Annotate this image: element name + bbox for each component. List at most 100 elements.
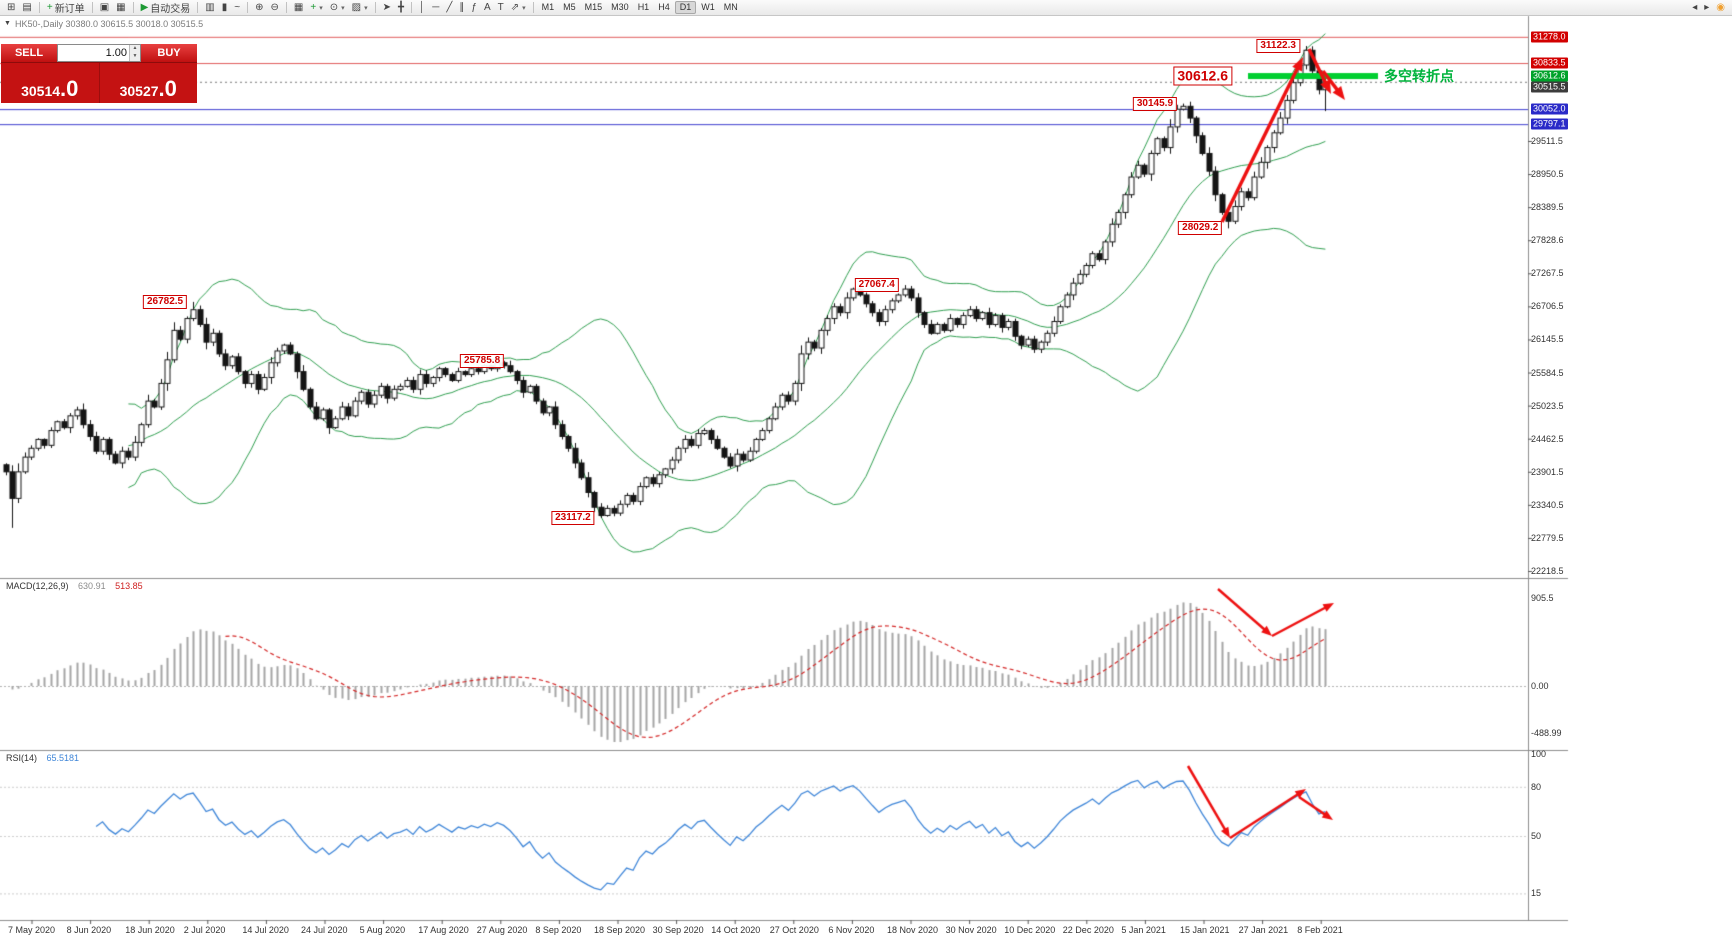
- community-icon[interactable]: ◉: [1713, 1, 1728, 15]
- timeframe-mn[interactable]: MN: [723, 2, 738, 12]
- one-click-collapse-arrow[interactable]: ▼: [4, 20, 11, 27]
- candles-chart-icon[interactable]: ▮: [219, 1, 231, 15]
- volume-increase-button[interactable]: ▲: [130, 45, 140, 53]
- window-cascade-icon[interactable]: ▣: [97, 1, 112, 15]
- price-axis-label: 27828.6: [1531, 235, 1564, 246]
- timeframe-m15[interactable]: M15: [584, 2, 603, 12]
- chart-canvas[interactable]: [0, 0, 1572, 940]
- text-icon[interactable]: A: [481, 1, 494, 15]
- volume-value[interactable]: 1.00: [105, 47, 127, 59]
- rsi-name: RSI(14): [6, 753, 38, 763]
- sell-price-button[interactable]: 30514 .0: [1, 63, 99, 103]
- price-annotation[interactable]: 23117.2: [551, 511, 595, 525]
- timeframe-w1[interactable]: W1: [701, 2, 715, 12]
- add-indicator-icon[interactable]: + ▾: [307, 1, 325, 15]
- vertical-line-icon[interactable]: │: [416, 1, 428, 15]
- timeframe-h4[interactable]: H4: [658, 2, 670, 12]
- template-icon[interactable]: ▨ ▾: [349, 1, 371, 15]
- price-annotation[interactable]: 27067.4: [854, 278, 899, 293]
- date-label: 14 Jul 2020: [242, 925, 289, 935]
- date-label: 2 Jul 2020: [183, 925, 226, 935]
- rsi-value: 65.5181: [46, 753, 80, 763]
- period-icon-glyph: ⊙: [329, 1, 339, 13]
- price-axis-label: 27267.5: [1531, 268, 1564, 279]
- macd-value-signal: 513.85: [115, 581, 143, 591]
- price-annotation[interactable]: 28029.2: [1178, 221, 1223, 236]
- crosshair-icon-glyph: ╋: [397, 1, 404, 13]
- period-icon[interactable]: ⊙ ▾: [327, 1, 348, 15]
- zoom-out-icon[interactable]: ⊖: [268, 1, 282, 15]
- toolbar-separator: [411, 2, 412, 13]
- date-label: 17 Aug 2020: [418, 925, 469, 935]
- zoom-in-icon[interactable]: ⊕: [252, 1, 266, 15]
- date-label: 18 Jun 2020: [125, 925, 175, 935]
- channel-icon[interactable]: ∥: [456, 1, 467, 15]
- chart-title: HK50-,Daily 30380.0 30615.5 30018.0 3051…: [15, 19, 204, 29]
- toolbar-separator: [532, 2, 534, 13]
- date-label: 30 Sep 2020: [652, 925, 704, 935]
- date-label: 18 Sep 2020: [594, 925, 646, 935]
- toolbar: ⊞ ▤ + 新订单 ▣ ▦ ▶ 自动交易 ▥ ▮ ~ ⊕ ⊖ ▦ + ▾ ⊙ ▾ ▨ ▾ ➤ ╋ │ ─ ╱ ∥ ƒ A T ⇗ ▾ M1 M5…: [0, 0, 1732, 16]
- chart-profiles-icon[interactable]: ▤: [19, 1, 34, 15]
- line-chart-icon[interactable]: ~: [231, 1, 243, 15]
- price-annotation[interactable]: 31122.3: [1256, 39, 1300, 53]
- timeframe-m1[interactable]: M1: [541, 2, 555, 12]
- zoom-out-icon-glyph: ⊖: [270, 1, 279, 13]
- price-axis-label: 25584.5: [1531, 367, 1564, 378]
- new-chart-icon[interactable]: ⊞: [4, 1, 18, 15]
- cursor-icon-glyph: ➤: [382, 1, 391, 13]
- fibonacci-icon[interactable]: ƒ: [468, 1, 480, 15]
- timeframe-m5[interactable]: M5: [563, 2, 576, 12]
- toolbar-separator: [197, 2, 199, 13]
- new-order-button[interactable]: + 新订单: [44, 1, 88, 16]
- price-axis-label: 25023.5: [1531, 400, 1564, 411]
- date-label: 30 Nov 2020: [945, 925, 997, 935]
- crosshair-icon[interactable]: ╋: [395, 1, 407, 15]
- buy-button[interactable]: BUY: [141, 44, 197, 62]
- date-label: 8 Feb 2021: [1297, 925, 1343, 935]
- pivot-note-text: 多空转折点: [1384, 68, 1454, 85]
- trendline-icon[interactable]: ╱: [443, 1, 455, 15]
- price-annotation[interactable]: 26782.5: [142, 294, 188, 309]
- volume-decrease-button[interactable]: ▼: [130, 53, 140, 61]
- price-axis-label: 28389.5: [1531, 202, 1564, 213]
- sell-button[interactable]: SELL: [1, 44, 57, 62]
- horizontal-line-icon[interactable]: ─: [429, 1, 442, 15]
- label-icon[interactable]: T: [495, 1, 507, 15]
- new-order-button-glyph: +: [46, 1, 53, 13]
- autotrading-button[interactable]: ▶ 自动交易: [138, 1, 194, 16]
- price-annotation[interactable]: 30145.9: [1132, 96, 1178, 111]
- auto-scroll-icon[interactable]: ▸: [1701, 1, 1712, 15]
- trendline-icon-glyph: ╱: [446, 1, 453, 13]
- chart-shift-icon[interactable]: ◂: [1689, 1, 1700, 15]
- buy-price: 30527: [119, 83, 159, 99]
- date-label: 5 Aug 2020: [359, 925, 406, 935]
- pivot-price-annotation[interactable]: 30612.6: [1173, 66, 1232, 86]
- window-tile-icon[interactable]: ▦: [113, 1, 128, 15]
- new-chart-icon-glyph: ⊞: [7, 1, 16, 13]
- dropdown-arrow-icon: ▾: [522, 4, 526, 12]
- price-annotation[interactable]: 25785.8: [460, 353, 505, 368]
- price-axis-label: 28950.5: [1531, 169, 1564, 180]
- timeframe-h1[interactable]: H1: [637, 2, 650, 12]
- timeframe-d1[interactable]: D1: [674, 1, 697, 14]
- fibonacci-icon-glyph: ƒ: [471, 1, 477, 13]
- buy-price-button[interactable]: 30527 .0: [98, 63, 198, 103]
- autotrading-button-glyph: ▶: [140, 1, 149, 13]
- price-level-label: 29797.1: [1531, 118, 1568, 130]
- price-axis-label: 23901.5: [1531, 466, 1564, 477]
- date-label: 22 Dec 2020: [1062, 925, 1114, 935]
- tile-windows-icon[interactable]: ▦: [291, 1, 306, 15]
- text-icon-glyph: A: [483, 1, 491, 13]
- arrows-icon[interactable]: ⇗ ▾: [508, 1, 529, 15]
- price-axis-label: 24462.5: [1531, 433, 1564, 444]
- pivot-level-label: 30612.6: [1531, 70, 1568, 82]
- bars-chart-icon[interactable]: ▥: [202, 1, 217, 15]
- cursor-icon[interactable]: ➤: [380, 1, 394, 15]
- timeframe-m30[interactable]: M30: [611, 2, 629, 12]
- buy-price-pips: .0: [158, 76, 177, 101]
- volume-input[interactable]: 1.00 ▲ ▼: [57, 44, 141, 62]
- price-axis-label: 29511.5: [1531, 135, 1563, 146]
- dropdown-arrow-icon: ▾: [341, 4, 345, 12]
